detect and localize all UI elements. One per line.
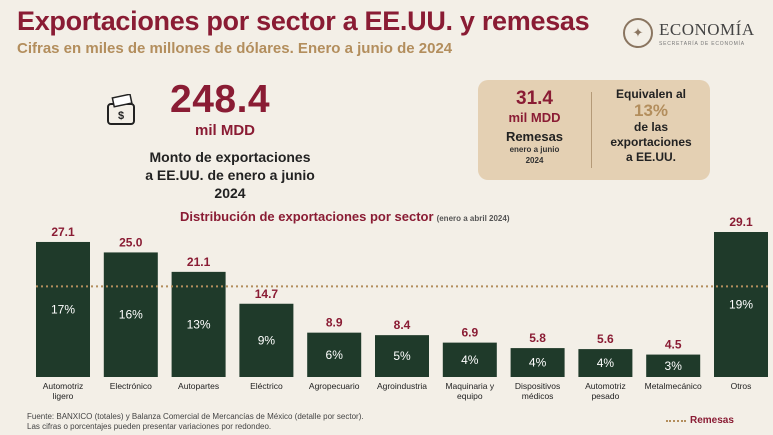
divider bbox=[591, 92, 592, 168]
category-label: Maquinaria y bbox=[445, 381, 494, 391]
remittances-period-year: 2024 bbox=[525, 156, 544, 165]
bar bbox=[307, 332, 362, 377]
bar-value-label: 5.6 bbox=[597, 332, 614, 346]
bar bbox=[171, 271, 226, 377]
remittances-period: enero a junio bbox=[509, 145, 560, 154]
bar-percent-label: 4% bbox=[461, 353, 479, 367]
exports-total-value: 248.4 bbox=[170, 78, 271, 121]
bar-value-label: 8.4 bbox=[394, 318, 411, 332]
exports-total-description: Monto de exportaciones a EE.UU. de enero… bbox=[130, 148, 330, 202]
eagle-seal-icon: ✦ bbox=[623, 18, 653, 48]
bar-value-label: 8.9 bbox=[326, 316, 343, 330]
svg-text:$: $ bbox=[118, 110, 124, 122]
logo-subtext: SECRETARÍA DE ECONOMÍA bbox=[659, 40, 745, 47]
bar-percent-label: 6% bbox=[326, 348, 344, 362]
category-label: equipo bbox=[457, 391, 483, 401]
bar-percent-label: 5% bbox=[393, 349, 411, 363]
remittances-unit: mil MDD bbox=[508, 110, 561, 125]
bar-value-label: 4.5 bbox=[665, 338, 682, 352]
bar-value-label: 5.8 bbox=[529, 331, 546, 345]
bar-value-label: 25.0 bbox=[119, 235, 143, 249]
chart-title: Distribución de exportaciones por sector… bbox=[180, 208, 509, 226]
bar bbox=[442, 342, 497, 377]
footnote-line: Fuente: BANXICO (totales) y Balanza Come… bbox=[27, 412, 364, 421]
category-label: Automotriz bbox=[43, 381, 84, 391]
category-label: Autopartes bbox=[178, 381, 219, 391]
bar-percent-label: 4% bbox=[597, 356, 615, 370]
bar-value-label: 21.1 bbox=[187, 255, 211, 269]
bar bbox=[103, 252, 158, 377]
bar bbox=[375, 335, 429, 377]
page-title: Exportaciones por sector a EE.UU. y reme… bbox=[17, 6, 590, 36]
bar-percent-label: 9% bbox=[258, 333, 276, 347]
page-subtitle: Cifras en miles de millones de dólares. … bbox=[17, 40, 453, 57]
logo-text: ECONOMÍA bbox=[659, 19, 755, 39]
remittances-value: 31.4 bbox=[516, 88, 553, 109]
economia-logo: ✦ ECONOMÍA SECRETARÍA DE ECONOMÍA bbox=[623, 18, 755, 48]
description-line: a EE.UU. de enero a junio 2024 bbox=[145, 167, 315, 201]
bar bbox=[646, 354, 701, 377]
description-line: Monto de exportaciones bbox=[149, 149, 311, 165]
category-label: ligero bbox=[53, 391, 74, 401]
equivalence-text: de las bbox=[633, 120, 669, 134]
bar bbox=[714, 232, 768, 377]
legend-label: Remesas bbox=[690, 415, 734, 426]
bar-percent-label: 17% bbox=[51, 302, 75, 316]
money-icon: $ bbox=[107, 94, 135, 125]
legend-dotted-line-icon bbox=[666, 419, 686, 422]
bar-percent-label: 16% bbox=[119, 308, 143, 322]
bar-value-label: 6.9 bbox=[461, 326, 478, 340]
bar bbox=[239, 303, 294, 377]
footnote-line: Las cifras o porcentajes pueden presenta… bbox=[27, 422, 272, 431]
footnote: Fuente: BANXICO (totales) y Balanza Come… bbox=[27, 412, 364, 432]
bar bbox=[510, 348, 565, 377]
category-label: Electrónico bbox=[110, 381, 152, 391]
category-label: médicos bbox=[522, 391, 554, 401]
bar-percent-label: 13% bbox=[187, 317, 211, 331]
category-label: Otros bbox=[731, 381, 752, 391]
equivalence-text: a EE.UU. bbox=[625, 150, 676, 164]
equivalence-percent: 13% bbox=[633, 101, 669, 120]
bar bbox=[36, 241, 90, 377]
bar-percent-label: 3% bbox=[665, 359, 683, 373]
bar-value-label: 14.7 bbox=[255, 287, 279, 301]
bar-percent-label: 19% bbox=[729, 298, 753, 312]
bar-value-label: 27.1 bbox=[51, 225, 75, 239]
chart-title-text: Distribución de exportaciones por sector bbox=[180, 209, 434, 224]
remittances-label: Remesas bbox=[505, 129, 564, 144]
category-label: pesado bbox=[591, 391, 619, 401]
bar-value-label: 29.1 bbox=[729, 215, 753, 229]
category-label: Dispositivos bbox=[515, 381, 560, 391]
equivalence-text: exportaciones bbox=[610, 135, 692, 149]
chart-title-note: (enero a abril 2024) bbox=[436, 214, 510, 223]
category-label: Metalmecánico bbox=[645, 381, 702, 391]
remittances-card: 31.4 mil MDD Remesas enero a junio 2024 … bbox=[478, 80, 710, 180]
equivalence-text: Equivalen al bbox=[615, 87, 687, 101]
chart-legend: Remesas bbox=[666, 415, 734, 426]
bar-percent-label: 4% bbox=[529, 356, 547, 370]
category-label: Eléctrico bbox=[250, 381, 283, 391]
category-label: Automotriz bbox=[585, 381, 626, 391]
bar bbox=[578, 349, 633, 377]
category-label: Agroindustria bbox=[377, 381, 427, 391]
exports-total-unit: mil MDD bbox=[195, 122, 255, 139]
category-label: Agropecuario bbox=[309, 381, 360, 391]
